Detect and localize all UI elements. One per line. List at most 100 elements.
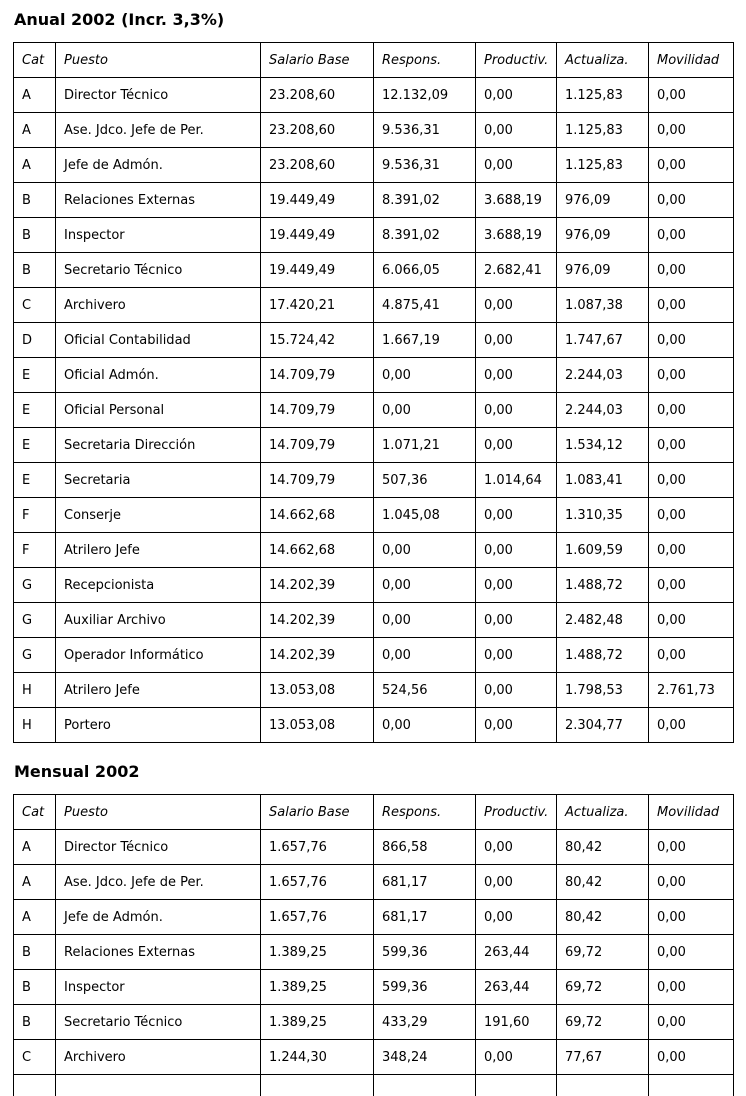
table-cell: Archivero	[55, 1039, 261, 1075]
table-cell: 0,00	[648, 462, 734, 498]
table-cell: 19.449,49	[260, 182, 374, 218]
table-cell: 0,00	[475, 829, 557, 865]
table-cell: 0,00	[648, 427, 734, 463]
table-cell: B	[13, 252, 56, 288]
table-cell: 14.709,79	[260, 357, 374, 393]
table-cell: Inspector	[55, 217, 261, 253]
table-cell: E	[13, 462, 56, 498]
table-cell: 14.202,39	[260, 567, 374, 603]
table-cell: 433,29	[373, 1004, 476, 1040]
table-cell: 0,00	[648, 112, 734, 148]
table-cell: 0,00	[648, 392, 734, 428]
table-cell: A	[13, 899, 56, 935]
table-cell: F	[13, 497, 56, 533]
table-cell: 14.202,39	[260, 602, 374, 638]
table-row: E Oficial Admón. 14.709,79 0,00 0,00 2.244,03…	[13, 357, 734, 393]
table-cell: 0,00	[648, 637, 734, 673]
table-cell: C	[13, 287, 56, 323]
table-cell: G	[13, 637, 56, 673]
table-cell: A	[13, 112, 56, 148]
table-cell: 80,42	[556, 864, 649, 900]
table-row: B Secretario Técnico 19.449,49 6.066,05 2.68…	[13, 252, 734, 288]
table-cell: G	[13, 567, 56, 603]
table-cell: B	[13, 182, 56, 218]
table-row: G Operador Informático 14.202,39 0,00 0,00 1.…	[13, 637, 734, 673]
table-cell: Oficial Contabilidad	[55, 322, 261, 358]
table-cell: Director Técnico	[55, 829, 261, 865]
table-cell: 14.202,39	[260, 637, 374, 673]
table-cell: C	[13, 1039, 56, 1075]
table-cell: 1.534,12	[556, 427, 649, 463]
table-cell: 77,67	[556, 1039, 649, 1075]
table-cell: 0,00	[475, 392, 557, 428]
table-cell: 2.482,48	[556, 602, 649, 638]
table-cell: 2.304,77	[556, 707, 649, 743]
table-cell-empty	[556, 1074, 649, 1096]
table-row: A Ase. Jdco. Jefe de Per. 1.657,76 681,17 0,…	[13, 864, 734, 900]
table-cell: 0,00	[475, 567, 557, 603]
table-cell: 80,42	[556, 899, 649, 935]
table-cell-empty	[648, 1074, 734, 1096]
table-cell-empty	[475, 1074, 557, 1096]
table-cell: H	[13, 672, 56, 708]
table-cell: 0,00	[475, 322, 557, 358]
table-cell: 69,72	[556, 934, 649, 970]
table-cell: 0,00	[648, 357, 734, 393]
table-row: B Relaciones Externas 19.449,49 8.391,02 3.6…	[13, 182, 734, 218]
table-cell: 0,00	[475, 147, 557, 183]
table-cell: E	[13, 357, 56, 393]
table-row: B Relaciones Externas 1.389,25 599,36 263,44…	[13, 934, 734, 970]
table-cell: A	[13, 77, 56, 113]
table-row: A Jefe de Admón. 23.208,60 9.536,31 0,00 1.12…	[13, 147, 734, 183]
table-cell: 14.662,68	[260, 497, 374, 533]
table-cell: A	[13, 147, 56, 183]
table-cell: 263,44	[475, 934, 557, 970]
table-cell: 3.688,19	[475, 217, 557, 253]
table-cell: H	[13, 707, 56, 743]
table-row: E Oficial Personal 14.709,79 0,00 0,00 2.244,…	[13, 392, 734, 428]
table-cell: 1.657,76	[260, 899, 374, 935]
table-cell: Secretario Técnico	[55, 1004, 261, 1040]
table-cell: 80,42	[556, 829, 649, 865]
table-cell: 0,00	[648, 1039, 734, 1075]
table-cell-empty	[55, 1074, 261, 1096]
table-cell: 507,36	[373, 462, 476, 498]
table-cell: Portero	[55, 707, 261, 743]
table-cell: Jefe de Admón.	[55, 147, 261, 183]
table-row: A Jefe de Admón. 1.657,76 681,17 0,00 80,42 0,…	[13, 899, 734, 935]
table-cell: Recepcionista	[55, 567, 261, 603]
table-cell: 12.132,09	[373, 77, 476, 113]
table-cell: 0,00	[648, 532, 734, 568]
table-cell: 0,00	[648, 602, 734, 638]
table-cell: 0,00	[475, 112, 557, 148]
table-cell: 0,00	[648, 567, 734, 603]
table-cell: 1.667,19	[373, 322, 476, 358]
table-row: F Atrilero Jefe 14.662,68 0,00 0,00 1.609,59 0…	[13, 532, 734, 568]
table-cell: 0,00	[475, 287, 557, 323]
mensual-salary-table: Cat Puesto Salario Base Respons. Productiv. A…	[13, 794, 734, 1096]
table-cell: 681,17	[373, 899, 476, 935]
table-cell: 0,00	[475, 532, 557, 568]
table-cell: 1.657,76	[260, 864, 374, 900]
table-cell: 263,44	[475, 969, 557, 1005]
column-header: Productiv.	[475, 42, 557, 78]
table-cell-empty	[13, 1074, 56, 1096]
table-cell: Secretario Técnico	[55, 252, 261, 288]
table-cell: Relaciones Externas	[55, 182, 261, 218]
table-cell: 1.389,25	[260, 969, 374, 1005]
table-cell: Atrilero Jefe	[55, 672, 261, 708]
table-cell: 0,00	[373, 532, 476, 568]
anual-header-row: Cat Puesto Salario Base Respons. Productiv. A…	[13, 42, 734, 78]
table-cell: 976,09	[556, 217, 649, 253]
table-cell: 1.310,35	[556, 497, 649, 533]
table-cell: 1.488,72	[556, 637, 649, 673]
partial-table-row	[13, 1074, 734, 1096]
column-header: Actualiza.	[556, 794, 649, 830]
column-header: Puesto	[55, 794, 261, 830]
table-cell: 0,00	[648, 969, 734, 1005]
table-cell: Jefe de Admón.	[55, 899, 261, 935]
column-header: Cat	[13, 42, 56, 78]
table-row: C Archivero 1.244,30 348,24 0,00 77,67 0,00	[13, 1039, 734, 1075]
table-cell: 9.536,31	[373, 112, 476, 148]
table-cell: 0,00	[373, 567, 476, 603]
